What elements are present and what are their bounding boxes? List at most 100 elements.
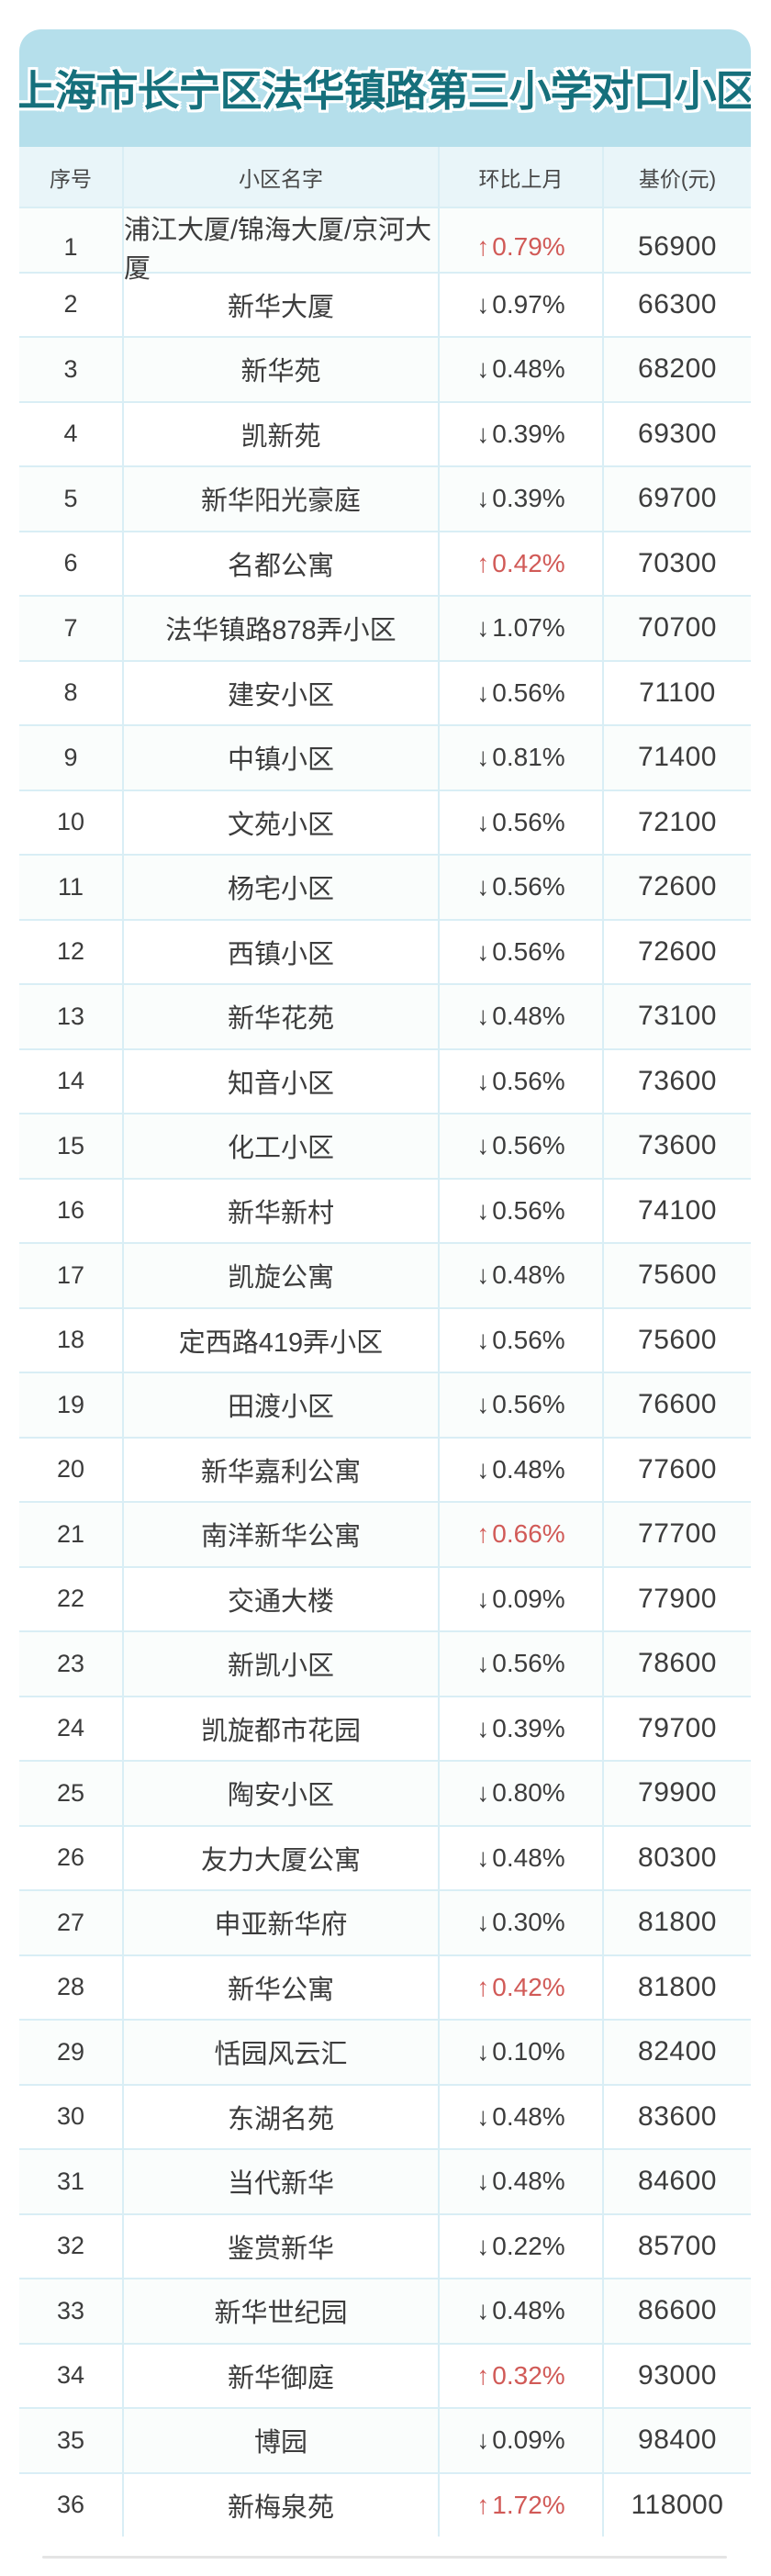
community-name: 中镇小区 <box>122 726 438 790</box>
change-value: 1.72% <box>492 2490 565 2519</box>
table-row: 8 建安小区 ↓ 0.56% 71100 <box>19 659 751 724</box>
row-number: 15 <box>56 1131 85 1159</box>
change-cell: ↓ 0.97% <box>438 273 602 336</box>
change-arrow-icon: ↓ <box>476 613 490 643</box>
base-price: 77900 <box>602 1567 751 1630</box>
community-name: 浦江大厦/锦海大厦/京河大厦 <box>122 208 438 286</box>
community-name: 新华公寓 <box>122 1955 438 2019</box>
change-cell: ↓ 0.09% <box>438 1567 602 1630</box>
table-row: 17 凯旋公寓 ↓ 0.48% 75600 <box>19 1242 751 1307</box>
row-number: 8 <box>63 678 78 707</box>
change-cell: ↓ 0.56% <box>438 790 602 854</box>
change-value: 0.09% <box>492 2425 565 2455</box>
change-arrow-icon: ↓ <box>476 1260 490 1290</box>
community-name: 新华花苑 <box>122 985 438 1048</box>
change-value: 0.39% <box>492 419 565 448</box>
change-arrow-icon: ↓ <box>476 1454 490 1484</box>
community-name: 化工小区 <box>122 1114 438 1178</box>
change-value: 0.48% <box>492 354 565 384</box>
change-value: 0.56% <box>492 678 565 707</box>
change-cell: ↓ 0.48% <box>438 2279 602 2343</box>
base-price: 85700 <box>602 2214 751 2278</box>
table-row: 19 田渡小区 ↓ 0.56% 76600 <box>19 1372 751 1437</box>
change-cell: ↓ 0.56% <box>438 1308 602 1372</box>
community-name: 东湖名苑 <box>122 2085 438 2148</box>
table-row: 18 定西路419弄小区 ↓ 0.56% 75600 <box>19 1306 751 1372</box>
change-arrow-icon: ↓ <box>476 1390 490 1419</box>
base-price: 73600 <box>602 1114 751 1178</box>
table-row: 13 新华花苑 ↓ 0.48% 73100 <box>19 983 751 1048</box>
community-name: 新梅泉苑 <box>122 2473 438 2537</box>
change-arrow-icon: ↓ <box>476 1842 490 1872</box>
change-value: 0.56% <box>492 1066 565 1095</box>
community-name: 鉴赏新华 <box>122 2214 438 2278</box>
change-arrow-icon: ↓ <box>476 872 490 902</box>
table-row: 9 中镇小区 ↓ 0.81% 71400 <box>19 724 751 790</box>
table-row: 22 交通大楼 ↓ 0.09% 77900 <box>19 1565 751 1630</box>
change-value: 1.07% <box>492 613 565 643</box>
table-row: 10 文苑小区 ↓ 0.56% 72100 <box>19 789 751 854</box>
change-cell: ↓ 0.10% <box>438 2021 602 2084</box>
change-arrow-icon: ↓ <box>476 1908 490 1937</box>
change-value: 0.66% <box>492 1519 565 1549</box>
header-no: 序号 <box>50 166 92 191</box>
change-value: 0.39% <box>492 484 565 513</box>
change-cell: ↑ 0.42% <box>438 532 602 595</box>
base-price: 79900 <box>602 1762 751 1825</box>
base-price: 72100 <box>602 790 751 854</box>
base-price: 69700 <box>602 467 751 531</box>
change-value: 0.56% <box>492 1649 565 1678</box>
row-number: 27 <box>56 1908 85 1936</box>
table-row: 15 化工小区 ↓ 0.56% 73600 <box>19 1113 751 1178</box>
change-arrow-icon: ↓ <box>476 1713 490 1742</box>
table-row: 26 友力大厦公寓 ↓ 0.48% 80300 <box>19 1824 751 1889</box>
table-row: 14 知音小区 ↓ 0.56% 73600 <box>19 1047 751 1113</box>
change-value: 0.48% <box>492 2101 565 2131</box>
row-number: 32 <box>56 2232 85 2260</box>
row-number: 24 <box>56 1714 85 1742</box>
change-value: 0.09% <box>492 1584 565 1613</box>
table-row: 16 新华新村 ↓ 0.56% 74100 <box>19 1177 751 1242</box>
change-cell: ↓ 1.07% <box>438 597 602 660</box>
change-cell: ↓ 0.56% <box>438 1632 602 1696</box>
change-value: 0.48% <box>492 1842 565 1872</box>
change-cell: ↓ 0.30% <box>438 1891 602 1954</box>
change-cell: ↓ 0.09% <box>438 2409 602 2472</box>
base-price: 71100 <box>602 661 751 724</box>
community-name: 当代新华 <box>122 2150 438 2213</box>
base-price: 56900 <box>602 208 751 286</box>
table-row: 25 陶安小区 ↓ 0.80% 79900 <box>19 1760 751 1825</box>
table-row: 24 凯旋都市花园 ↓ 0.39% 79700 <box>19 1695 751 1760</box>
change-cell: ↓ 0.56% <box>438 1373 602 1437</box>
change-arrow-icon: ↓ <box>476 354 490 384</box>
row-number: 30 <box>56 2102 85 2131</box>
change-arrow-icon: ↓ <box>476 807 490 836</box>
table-row: 27 申亚新华府 ↓ 0.30% 81800 <box>19 1889 751 1954</box>
table-row: 11 杨宅小区 ↓ 0.56% 72600 <box>19 854 751 919</box>
change-cell: ↓ 0.39% <box>438 467 602 531</box>
community-name: 新凯小区 <box>122 1632 438 1696</box>
community-name: 交通大楼 <box>122 1567 438 1630</box>
community-name: 新华苑 <box>122 338 438 401</box>
base-price: 77600 <box>602 1438 751 1501</box>
change-arrow-icon: ↓ <box>476 2167 490 2196</box>
community-name: 定西路419弄小区 <box>122 1308 438 1372</box>
change-arrow-icon: ↓ <box>476 1584 490 1613</box>
change-cell: ↓ 0.48% <box>438 338 602 401</box>
change-cell: ↑ 0.66% <box>438 1503 602 1566</box>
table-row: 32 鉴赏新华 ↓ 0.22% 85700 <box>19 2212 751 2278</box>
row-number: 1 <box>63 232 78 261</box>
row-number: 33 <box>56 2296 85 2324</box>
row-number: 5 <box>63 484 78 512</box>
change-arrow-icon: ↑ <box>476 232 490 261</box>
change-value: 0.39% <box>492 1713 565 1742</box>
header-community-name: 小区名字 <box>122 147 438 207</box>
title-band: 上海市长宁区法华镇路第三小学对口小区 <box>19 29 751 147</box>
price-table-card: 上海市长宁区法华镇路第三小学对口小区 序号 小区名字 环比上月 基价(元) 1 … <box>19 29 751 2537</box>
footer-divider <box>42 2556 727 2559</box>
base-price: 93000 <box>602 2344 751 2407</box>
change-cell: ↓ 0.39% <box>438 1697 602 1760</box>
change-value: 0.42% <box>492 548 565 577</box>
community-name: 西镇小区 <box>122 920 438 983</box>
base-price: 82400 <box>602 2021 751 2084</box>
